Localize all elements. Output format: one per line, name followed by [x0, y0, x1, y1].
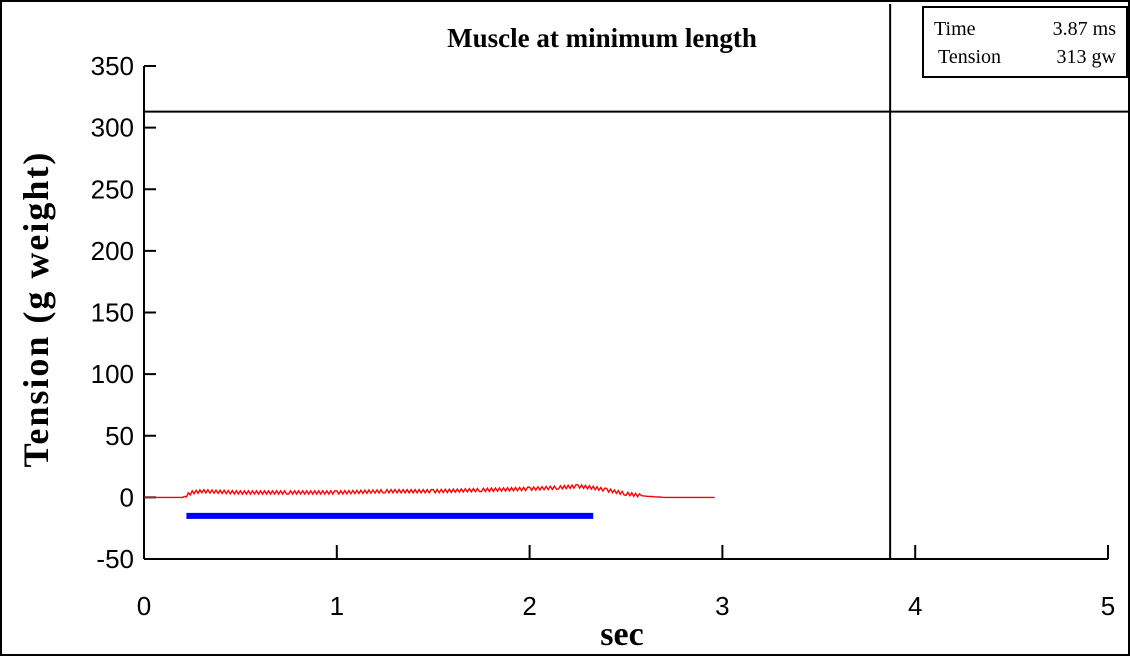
y-tick-label: 250: [91, 174, 134, 204]
x-tick-label: 1: [330, 591, 344, 621]
y-tick-label: 200: [91, 236, 134, 266]
x-tick-label: 5: [1101, 591, 1115, 621]
y-tick-label: 100: [91, 359, 134, 389]
chart-title: Muscle at minimum length: [447, 23, 757, 53]
time-value: 3.87 ms: [1052, 18, 1116, 40]
time-label: Time: [934, 18, 976, 40]
tension-label: Tension: [938, 46, 1002, 68]
x-tick-label: 3: [715, 591, 729, 621]
series-line-0: [144, 483, 715, 499]
y-tick-label: 50: [105, 421, 134, 451]
y-tick-label: 150: [91, 298, 134, 328]
cursor-readout: Time 3.87 ms Tension 313 gw: [922, 6, 1128, 78]
x-tick-label: 4: [908, 591, 922, 621]
x-tick-label: 2: [522, 591, 536, 621]
y-tick-label: -50: [96, 544, 134, 574]
tension-value: 313 gw: [1056, 46, 1116, 68]
x-tick-label: 0: [137, 591, 151, 621]
y-tick-label: 300: [91, 113, 134, 143]
y-tick-label: 350: [91, 51, 134, 81]
x-axis-label: sec: [600, 616, 643, 653]
y-tick-label: 0: [120, 482, 134, 512]
y-axis-label: Tension (g weight): [16, 151, 56, 468]
